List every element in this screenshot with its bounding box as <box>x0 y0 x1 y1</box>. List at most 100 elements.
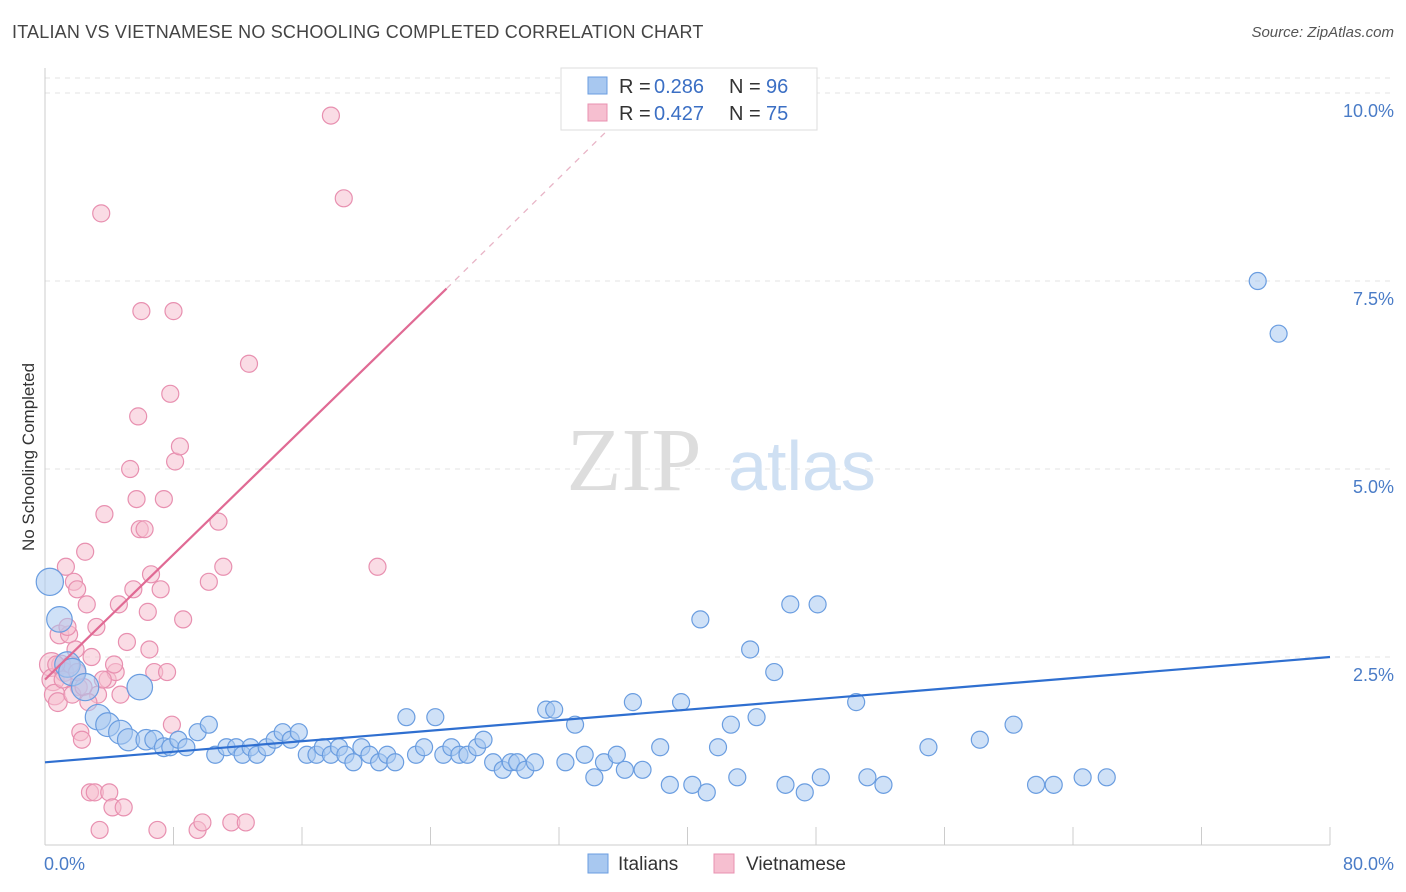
italians-point-4 <box>70 672 100 702</box>
vietnamese-point-61 <box>239 354 259 373</box>
vietnamese-point-47 <box>157 662 177 682</box>
vietnamese-point-32 <box>117 632 137 652</box>
legend-top: R = 0.286 N = 96 R = 0.427 N = 75 <box>560 67 818 131</box>
italians-point-80 <box>811 768 830 787</box>
italians-point-85 <box>970 730 989 749</box>
italians-point-56 <box>525 753 545 772</box>
vietnamese-point-16 <box>77 595 96 614</box>
vietnamese-point-53 <box>174 610 193 629</box>
legend-swatch-italians <box>587 76 608 95</box>
italians-point-74 <box>721 715 740 734</box>
y-axis-title: No Schooling Completed <box>19 363 38 551</box>
italians-point-1 <box>46 606 73 633</box>
italians-point-83 <box>874 775 893 794</box>
italians-point-89 <box>1073 768 1092 787</box>
vietnamese-point-63 <box>334 189 353 208</box>
vietnamese-point-46 <box>154 489 173 509</box>
y-tick-label-0: 2.5% <box>1353 665 1394 685</box>
watermark-zip: ZIP <box>567 411 702 510</box>
italians-point-79 <box>795 783 814 802</box>
italians-point-43 <box>414 738 434 757</box>
vietnamese-point-14 <box>72 730 92 749</box>
italians-point-75 <box>728 768 747 787</box>
y-tick-label-2: 7.5% <box>1353 289 1394 309</box>
vietnamese-point-38 <box>132 302 151 321</box>
italians-point-17 <box>199 715 218 734</box>
vietnamese-trend-line <box>44 287 448 681</box>
legend-r-label-2: R = <box>619 103 651 125</box>
vietnamese-point-49 <box>162 715 181 734</box>
vietnamese-point-24 <box>95 505 114 524</box>
vietnamese-point-40 <box>138 602 157 621</box>
italians-point-44 <box>426 708 445 727</box>
legend-bottom: Italians Vietnamese <box>587 853 846 875</box>
italians-point-93 <box>781 595 800 614</box>
vietnamese-point-39 <box>135 520 154 539</box>
vietnamese-point-45 <box>151 580 170 599</box>
x-tick-labels: 0.0% 80.0% <box>44 854 1394 874</box>
italians-point-72 <box>697 783 716 802</box>
vietnamese-point-15 <box>76 542 95 561</box>
vietnamese-point-31 <box>114 798 133 817</box>
italians-point-6 <box>126 673 154 701</box>
italians-point-70 <box>671 693 691 712</box>
x-tick-label-1: 80.0% <box>1343 854 1394 874</box>
italians-point-66 <box>623 693 642 712</box>
vietnamese-point-72 <box>104 655 124 674</box>
italians-point-81 <box>847 693 866 712</box>
italians-point-67 <box>633 760 652 779</box>
italians-point-95 <box>1248 271 1267 291</box>
legend-n-label-2: N = <box>729 103 761 125</box>
italians-point-77 <box>765 662 784 682</box>
italians-point-71 <box>683 775 702 794</box>
vietnamese-point-51 <box>166 452 185 471</box>
italians-point-78 <box>776 775 795 794</box>
vietnamese-point-22 <box>90 820 109 840</box>
italians-point-35 <box>344 753 363 772</box>
vietnamese-point-60 <box>236 813 255 832</box>
vietnamese-point-56 <box>199 572 218 591</box>
legend-r-label-1: R = <box>619 76 651 98</box>
vietnamese-point-48 <box>161 384 180 403</box>
vietnamese-point-33 <box>121 459 140 479</box>
legend-n-value-2: 75 <box>766 103 788 125</box>
vietnamese-trend-extension <box>446 130 608 290</box>
vietnamese-point-23 <box>92 204 111 223</box>
vietnamese-point-35 <box>127 489 146 509</box>
vietnamese-point-64 <box>368 557 387 576</box>
italians-point-88 <box>1044 775 1063 794</box>
x-tick-label-0: 0.0% <box>44 854 85 874</box>
vietnamese-point-58 <box>214 557 233 576</box>
italians-point-58 <box>545 700 564 719</box>
source-credit: Source: ZipAtlas.com <box>1251 24 1394 41</box>
vietnamese-point-30 <box>111 685 130 704</box>
italians-point-41 <box>397 708 416 727</box>
italians-trend-line <box>44 655 1331 764</box>
italians-point-61 <box>575 745 594 764</box>
italians-point-65 <box>615 760 634 779</box>
italians-point-91 <box>691 610 710 629</box>
chart-title: ITALIAN VS VIETNAMESE NO SCHOOLING COMPL… <box>12 22 704 42</box>
vietnamese-point-42 <box>141 565 161 584</box>
italians-point-76 <box>747 708 766 727</box>
legend-swatch-vietnamese <box>587 103 608 122</box>
italians-point-62 <box>585 768 604 787</box>
vietnamese-point-7 <box>56 557 75 576</box>
bottom-legend-vietnamese: Vietnamese <box>746 854 846 875</box>
italians-point-50 <box>474 730 493 749</box>
italians-point-40 <box>386 753 405 772</box>
vietnamese-point-57 <box>209 512 228 531</box>
italians-point-94 <box>808 595 827 614</box>
italians-point-73 <box>708 738 728 757</box>
italians-point-28 <box>289 723 308 742</box>
vietnamese-point-26 <box>100 783 119 802</box>
legend-r-value-2: 0.427 <box>654 103 704 125</box>
y-tick-label-1: 5.0% <box>1353 477 1394 497</box>
italians-points <box>35 271 1288 802</box>
italians-point-0 <box>35 567 65 597</box>
italians-point-68 <box>651 738 670 757</box>
italians-point-64 <box>607 745 626 764</box>
bottom-legend-swatch-vietnamese <box>713 853 735 874</box>
bottom-legend-swatch-italians <box>587 853 609 874</box>
